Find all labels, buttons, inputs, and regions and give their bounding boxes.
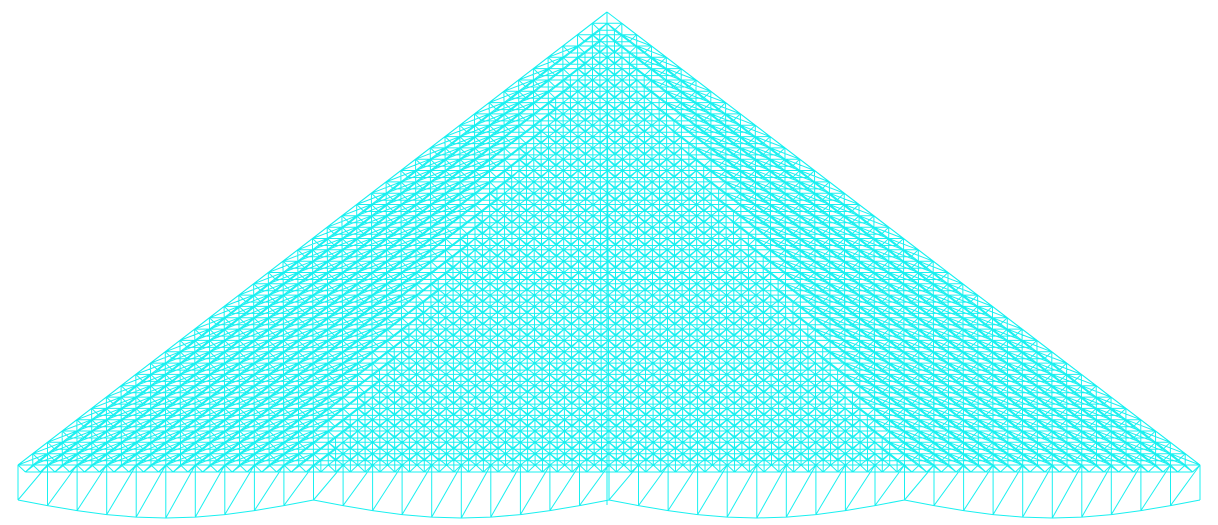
support-edge xyxy=(18,465,1200,518)
page: Wireframe html, body { margin: 0; paddin… xyxy=(0,0,1218,525)
page-body: {} (() => { const data = JSON.parse(docu… xyxy=(0,0,1218,525)
wireframe-view xyxy=(0,0,1218,525)
